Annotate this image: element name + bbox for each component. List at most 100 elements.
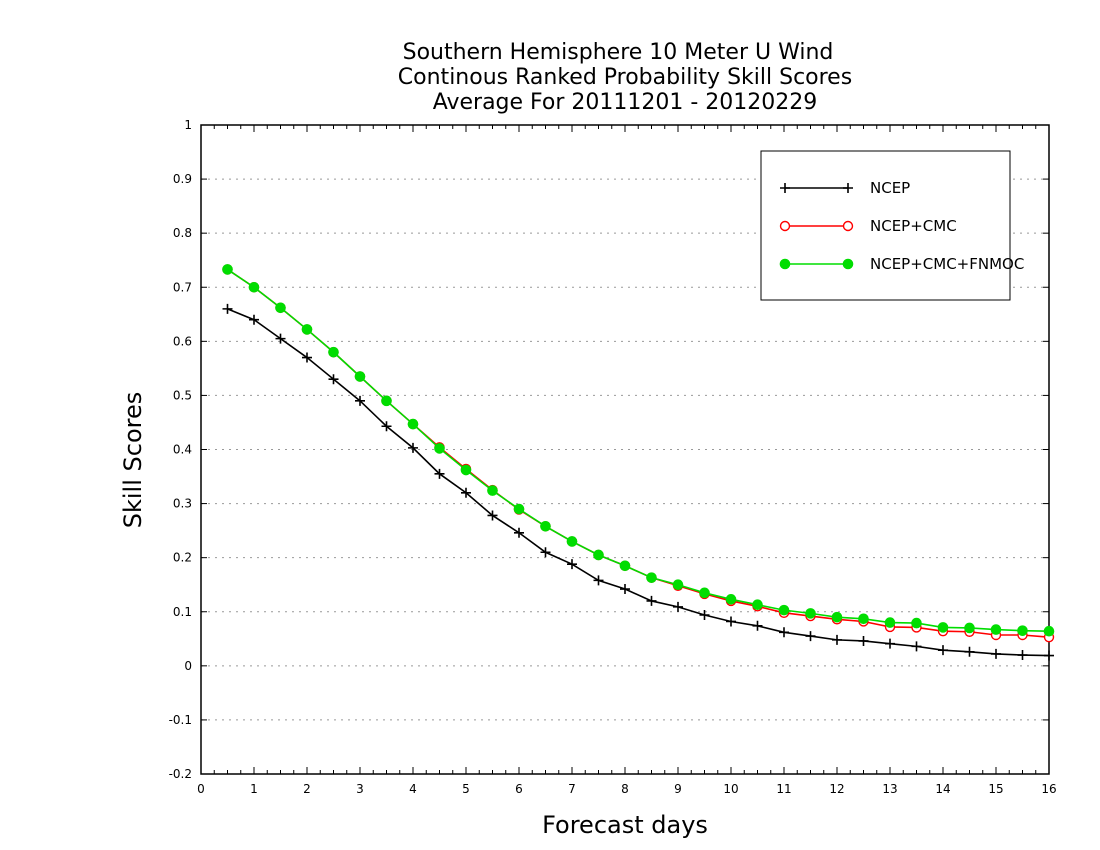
- data-point: [911, 641, 922, 652]
- data-point: [779, 627, 789, 638]
- data-point: [672, 579, 684, 591]
- x-tick-label: 15: [988, 782, 1003, 796]
- data-point: [646, 572, 657, 583]
- y-axis-label: Skill Scores: [119, 392, 147, 529]
- data-point: [355, 395, 365, 406]
- data-point: [593, 575, 604, 586]
- data-point: [513, 503, 525, 515]
- data-point: [752, 620, 763, 631]
- series-ncep-cmc: [222, 264, 1055, 643]
- data-point: [842, 220, 854, 232]
- series-layer: [222, 264, 1055, 661]
- legend-label: NCEP+CMC+FNMOC: [870, 255, 1024, 273]
- x-tick-label: 12: [829, 782, 844, 796]
- data-point: [842, 258, 854, 270]
- data-point: [699, 587, 710, 599]
- x-tick-label: 5: [462, 782, 470, 796]
- x-tick-label: 2: [303, 782, 311, 796]
- data-point: [937, 622, 949, 633]
- series-ncep-cmc-fnmoc: [222, 264, 1055, 637]
- data-point: [408, 442, 418, 453]
- data-point: [222, 264, 233, 275]
- data-point: [858, 635, 869, 646]
- data-point: [566, 536, 578, 547]
- legend-label: NCEP+CMC: [870, 217, 957, 235]
- data-point: [964, 622, 975, 634]
- legend: NCEP NCEP+CMC NCEP+CMC+FNMOC: [760, 150, 1024, 301]
- data-point: [619, 560, 631, 572]
- data-point: [407, 418, 419, 430]
- legend-entry-ncep-cmc: NCEP+CMC: [779, 217, 957, 235]
- data-point: [487, 485, 498, 496]
- x-tick-label: 4: [409, 782, 417, 796]
- data-point: [275, 333, 286, 344]
- data-point: [911, 617, 922, 629]
- y-tick-label: 0.1: [173, 605, 192, 619]
- data-point: [990, 624, 1002, 635]
- data-point: [1017, 650, 1028, 661]
- x-tick-label: 14: [935, 782, 950, 796]
- data-point: [858, 613, 869, 625]
- data-point: [620, 584, 630, 595]
- chart-title-line-1: Southern Hemisphere 10 Meter U Wind: [403, 40, 834, 65]
- data-point: [460, 464, 472, 476]
- y-tick-label: 0.6: [173, 334, 192, 348]
- y-tick-label: 0: [184, 659, 192, 673]
- data-point: [725, 594, 737, 605]
- data-point: [884, 617, 896, 628]
- data-point: [991, 648, 1001, 659]
- data-point: [843, 183, 853, 193]
- y-tick-label: 0.2: [173, 551, 192, 565]
- data-point: [938, 645, 948, 656]
- x-tick-label: 13: [882, 782, 897, 796]
- x-axis-label: Forecast days: [542, 811, 708, 839]
- data-point: [249, 314, 259, 325]
- series-ncep: [222, 303, 1054, 661]
- data-point: [381, 421, 392, 432]
- x-tick-label: 0: [197, 782, 205, 796]
- data-point: [593, 549, 604, 561]
- data-point: [328, 374, 339, 385]
- data-point: [434, 468, 445, 479]
- x-tick-label: 10: [723, 782, 738, 796]
- y-tick-label: 1: [184, 118, 192, 132]
- series-line-ncep-cmc-fnmoc: [227, 268, 1050, 633]
- data-point: [461, 487, 471, 498]
- legend-entries: NCEP NCEP+CMC NCEP+CMC+FNMOC: [779, 179, 1024, 273]
- data-point: [726, 616, 736, 627]
- x-tick-label: 7: [568, 782, 576, 796]
- data-point: [779, 258, 791, 270]
- x-tick-label: 8: [621, 782, 629, 796]
- data-point: [222, 303, 233, 314]
- x-tick-label: 3: [356, 782, 364, 796]
- data-point: [779, 220, 791, 232]
- data-point: [248, 281, 260, 293]
- data-point: [831, 611, 843, 623]
- y-tick-label: 0.7: [173, 280, 192, 294]
- data-point: [964, 646, 975, 657]
- data-point: [1043, 625, 1055, 637]
- x-tick-label: 1: [250, 782, 258, 796]
- data-point: [805, 631, 816, 642]
- data-point: [567, 559, 577, 570]
- data-point: [301, 324, 313, 335]
- data-point: [328, 346, 339, 358]
- x-tick-label: 16: [1041, 782, 1056, 796]
- x-tick-label: 11: [776, 782, 791, 796]
- legend-entry-ncep-cmc-fnmoc: NCEP+CMC+FNMOC: [779, 255, 1024, 273]
- y-tick-label: 0.9: [173, 172, 192, 186]
- x-tick-label: 6: [515, 782, 523, 796]
- legend-label: NCEP: [870, 179, 910, 197]
- y-tick-label: 0.3: [173, 497, 192, 511]
- x-tick-label: 9: [674, 782, 682, 796]
- data-point: [752, 599, 763, 611]
- y-tick-label: 0.4: [173, 443, 192, 457]
- data-point: [885, 638, 895, 649]
- data-point: [302, 352, 312, 363]
- data-point: [780, 183, 790, 193]
- data-point: [805, 608, 816, 619]
- data-point: [381, 395, 392, 407]
- legend-entry-ncep: NCEP: [780, 179, 910, 197]
- data-point: [514, 527, 524, 538]
